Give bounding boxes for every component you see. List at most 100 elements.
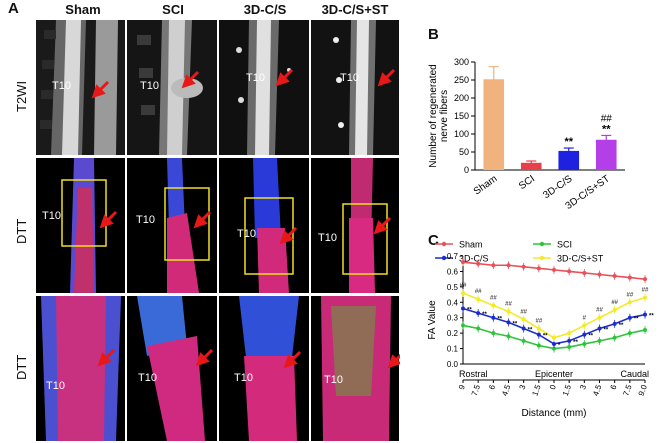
data-point [521,338,526,343]
significance-label: ## [490,295,497,301]
data-point [612,274,617,279]
data-point [582,341,587,346]
data-point [521,264,526,269]
y-axis-label-line: nerve fibers [439,90,450,142]
significance-label: ** [649,314,654,320]
t10-label: T10 [237,228,256,240]
data-point [627,331,632,336]
significance-label: ** [528,328,533,334]
data-point [627,315,632,320]
mri-image-sci [127,20,217,155]
mri-image-sham [36,20,125,155]
mri-image-3dcs-st [311,20,399,155]
x-tick-label: 7.5 [621,383,633,397]
data-point [643,295,647,300]
dtt-zoom-image-sci [127,296,217,441]
data-point [506,334,511,339]
data-point [476,261,481,266]
x-tick-label: 6 [609,383,619,391]
significance-label: ** [573,340,578,346]
significance-label: * [558,343,561,349]
data-point [612,308,617,312]
significance-label: ** [619,323,624,329]
data-point [627,300,632,305]
significance-label: ** [564,136,573,148]
significance-label: ** [604,328,609,334]
data-point [597,338,602,343]
t10-label: T10 [136,214,155,226]
region-label: Rostral [459,369,488,379]
mri-image-3dcs [219,20,309,155]
bar [558,150,580,170]
data-point [552,341,556,346]
data-point [506,263,511,268]
data-point [552,346,556,351]
y-tick-label: 250 [454,75,469,85]
data-point [582,323,587,328]
t10-label: T10 [318,232,337,244]
x-tick-label: Sham [472,173,500,197]
dtt-zoom-image-sham [36,296,125,441]
dtt-image-3dcs [219,158,309,293]
data-point [582,270,587,275]
significance-label: ## [460,283,467,289]
y-tick-label: 100 [454,129,469,139]
dtt-image-3dcs-st [311,158,399,293]
data-point [536,332,541,337]
significance-label: ** [588,334,593,340]
data-point [461,291,465,296]
y-axis-label: FA Value [427,300,438,340]
col-title-3dcs: 3D-C/S [243,2,287,17]
t10-label: T10 [52,80,71,92]
panel-c-letter: C [428,232,439,249]
red-arrow-icon [91,68,400,369]
significance-label: ## [611,300,618,306]
significance-label: ** [513,321,518,327]
y-axis-label: Number of regeneratednerve fibers [428,64,450,167]
t10-label: T10 [140,80,159,92]
significance-label: ** [634,317,639,323]
data-point [643,277,647,282]
bar [483,79,505,170]
t10-label: T10 [42,210,61,222]
dtt-zoom-image-3dcs [219,296,309,441]
data-point [491,303,496,308]
x-tick-label: 3 [518,383,528,391]
y-tick-label: 0.5 [447,283,459,292]
x-tick-label: 0 [548,383,558,391]
significance-label: ## [535,319,542,325]
data-point [506,309,511,314]
data-point [536,326,541,331]
legend-label: 3D-C/S+ST [557,254,604,264]
significance-label: ## [520,309,527,315]
significance-label: ## [642,288,649,294]
y-tick-label: 0.4 [447,298,459,307]
y-tick-label: 200 [454,93,469,103]
legend-label: SCI [557,240,572,250]
y-tick-label: 0.6 [447,267,459,276]
panel-a-letter: A [8,0,19,17]
significance-label: ## [475,289,482,295]
legend-label: Sham [459,240,483,250]
chart-b: 0 50 100 150 200 250 300 Number of regeneratedn… [428,57,625,212]
data-point [643,328,647,333]
y-tick-label: 150 [454,111,469,121]
data-point [567,338,572,343]
y-tick-label: 0.3 [447,314,459,323]
data-point [461,260,465,265]
x-tick-label: 1.5 [561,383,573,397]
significance-label: ** [602,123,611,135]
data-point [597,326,602,331]
data-point [597,272,602,277]
y-tick-label: 0 [464,165,469,175]
data-point [491,263,496,268]
t10-label: T10 [324,374,343,386]
y-tick-label: 0.1 [447,345,459,354]
y-axis-label-line: Number of regenerated [428,64,439,167]
data-point [612,335,617,340]
region-label: Caudal [620,369,649,379]
bar [595,139,617,170]
significance-label: ** [543,334,548,340]
significance-label: ## [601,113,613,124]
col-title-sham: Sham [65,2,101,17]
